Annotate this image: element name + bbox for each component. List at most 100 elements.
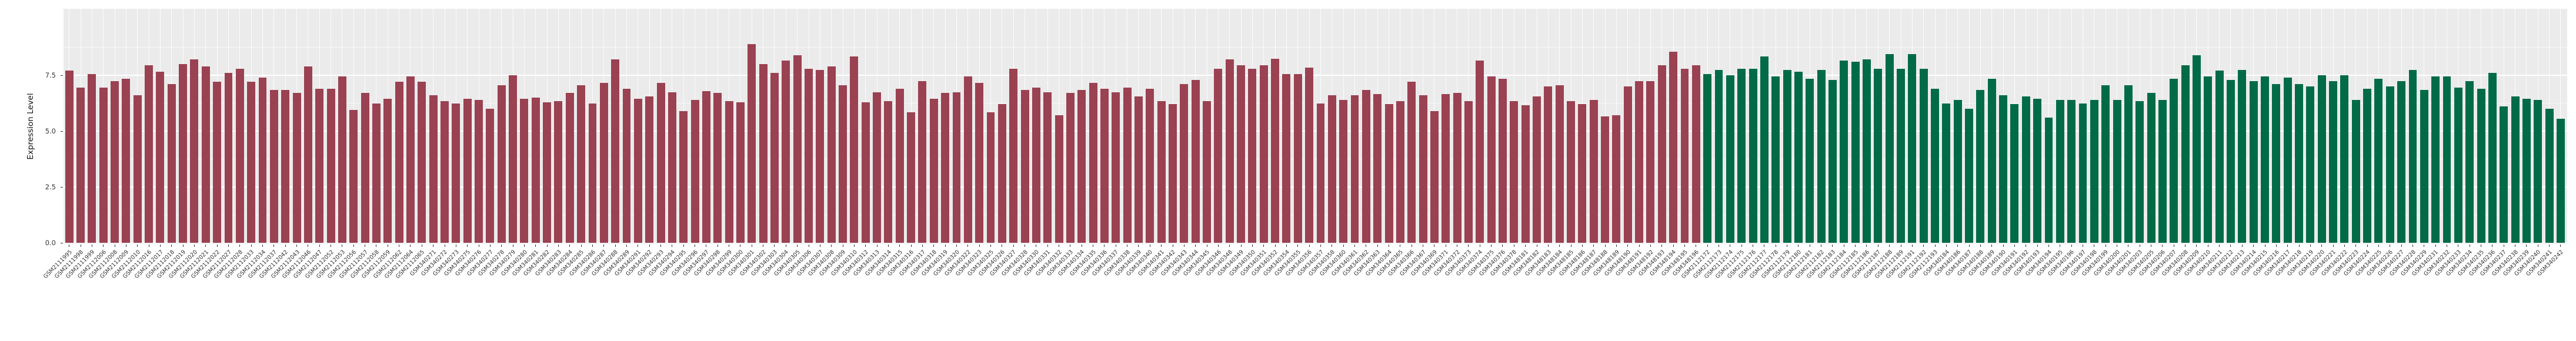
- bar: [88, 74, 96, 243]
- bar: [1499, 78, 1507, 243]
- bar-slot: GSM340192: [2001, 9, 2031, 278]
- bar-slot: GSM340363: [1353, 9, 1383, 278]
- bar-slot: GSM340302: [739, 9, 769, 278]
- bar: [611, 59, 620, 243]
- bar-slot: GSM340286: [568, 9, 598, 278]
- bar-slot: GSM2112182: [1794, 9, 1827, 280]
- bar: [941, 93, 950, 243]
- bar-slot: GSM340285: [557, 9, 586, 278]
- bar-slot: GSM2112047: [292, 9, 325, 280]
- bar: [1043, 92, 1052, 243]
- bar-slot: GSM340223: [2331, 9, 2361, 278]
- bar-slot: GSM340364: [1364, 9, 1394, 278]
- bar: [1794, 72, 1803, 243]
- bar: [315, 88, 324, 243]
- bar-slot: GSM2112059: [361, 9, 393, 280]
- bar-slot: GSM340198: [2070, 9, 2100, 278]
- bar: [2522, 98, 2531, 243]
- bar-slot: GSM340196: [2047, 9, 2077, 278]
- bar: [1112, 92, 1120, 243]
- bar-slot: GSM340374: [1456, 9, 1486, 278]
- bar: [247, 82, 256, 243]
- bar: [2385, 86, 2394, 243]
- bar-slot: GSM340214: [2229, 9, 2259, 278]
- bar-slot: GSM340279: [488, 9, 518, 278]
- bar-slot: GSM2112058: [349, 9, 382, 280]
- bar-slot: GSM340301: [728, 9, 758, 278]
- bar: [509, 75, 518, 243]
- bar-slot: GSM340283: [534, 9, 564, 278]
- bar-slot: GSM340228: [2388, 9, 2418, 278]
- bar: [1373, 94, 1382, 243]
- bar: [679, 111, 688, 243]
- bar-slot: GSM340293: [636, 9, 666, 278]
- bar-slot: GSM340307: [796, 9, 826, 278]
- bar: [190, 59, 199, 243]
- bar: [2158, 99, 2167, 243]
- bar: [1316, 103, 1325, 243]
- bar: [201, 66, 210, 243]
- bar: [963, 76, 972, 243]
- bar-slot: GSM348195: [1660, 9, 1690, 278]
- bar: [1567, 101, 1575, 243]
- bar-slot: GSM2112027: [202, 9, 234, 280]
- bar-slot: GSM340315: [875, 9, 905, 278]
- bar-slot: GSM340313: [852, 9, 882, 278]
- bar-slot: GSM340357: [1296, 9, 1326, 278]
- bar-slot: GSM340197: [2058, 9, 2088, 278]
- bar: [1214, 68, 1223, 243]
- bar: [861, 102, 870, 243]
- bar: [1840, 61, 1848, 243]
- bar-slot: GSM2112056: [326, 9, 359, 280]
- gridline-major: [64, 242, 2567, 243]
- bar: [1055, 115, 1063, 243]
- bar: [805, 68, 813, 243]
- bar: [1396, 101, 1404, 243]
- y-tick-label: 5.0: [45, 127, 56, 135]
- bar-slot: GSM348182: [1512, 9, 1542, 278]
- bar: [1657, 65, 1666, 243]
- bar: [1476, 61, 1484, 243]
- bar-slot: GSM340239: [2502, 9, 2532, 278]
- bar: [303, 66, 312, 243]
- bar: [1020, 89, 1029, 243]
- bar: [418, 82, 426, 243]
- bar: [1533, 96, 1541, 243]
- bar: [1691, 65, 1700, 243]
- bar: [1442, 94, 1450, 243]
- bar-slot: GSM2112021: [179, 9, 211, 280]
- bar: [2556, 119, 2565, 243]
- bar-slot: GSM2112028: [213, 9, 245, 280]
- bar-slot: GSM2112181: [1783, 9, 1816, 280]
- bar-slot: GSM340292: [625, 9, 655, 278]
- bar: [2078, 103, 2087, 243]
- bar: [793, 55, 802, 243]
- bar-slot: GSM340305: [773, 9, 803, 278]
- bar-slot: GSM340300: [716, 9, 746, 278]
- bar: [656, 83, 665, 243]
- bar: [1089, 83, 1097, 243]
- bar: [269, 89, 278, 243]
- bar: [588, 103, 597, 243]
- bar-slot: GSM340281: [511, 9, 541, 278]
- bar-slot: GSM340282: [522, 9, 552, 278]
- bar: [1453, 93, 1461, 243]
- bar: [554, 101, 563, 243]
- bar-slot: GSM340325: [966, 9, 996, 278]
- bar: [873, 92, 882, 243]
- bar-slot: GSM340241: [2525, 9, 2555, 278]
- bar: [1362, 89, 1370, 243]
- bar-slot: GSM340356: [1285, 9, 1314, 278]
- bar: [1737, 68, 1746, 243]
- bar-slot: GSM2112043: [270, 9, 302, 280]
- bar: [884, 101, 893, 243]
- gridline-major: [64, 186, 2567, 188]
- bar-slot: GSM340272: [420, 9, 450, 278]
- bar: [1976, 89, 1985, 243]
- bar-slot: GSM340238: [2491, 9, 2521, 278]
- bar-slot: GSM340275: [443, 9, 473, 278]
- bar-slot: GSM348196: [1671, 9, 1701, 278]
- bar-slot: GSM340220: [2297, 9, 2327, 278]
- bar: [1965, 109, 1974, 243]
- bar-slot: GSM340227: [2377, 9, 2407, 278]
